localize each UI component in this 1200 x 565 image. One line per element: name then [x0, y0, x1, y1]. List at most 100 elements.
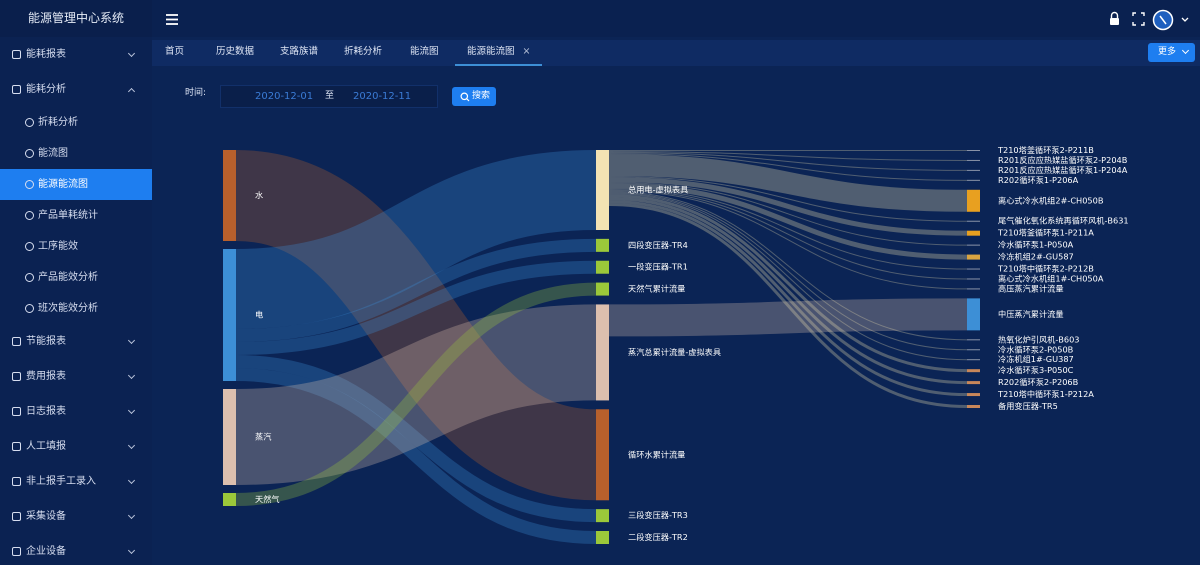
sankey-link: [608, 197, 968, 385]
menu-item[interactable]: 企业设备: [0, 534, 152, 565]
sankey-link: [608, 203, 968, 408]
tab[interactable]: 能流图: [410, 40, 439, 66]
sankey-node-label: 天然气: [255, 494, 280, 504]
submenu-item[interactable]: 折耗分析: [0, 107, 152, 138]
sankey-node-label: T210塔中循环泵2-P212B: [997, 264, 1094, 274]
menu-icon: [25, 273, 34, 282]
top-icons: [166, 9, 1189, 31]
menu-label: 日志报表: [26, 406, 66, 417]
sankey-node: [967, 405, 980, 408]
sankey-node-label: 水: [255, 190, 263, 200]
sankey-node-label: 天然气累计流量: [628, 284, 685, 294]
tab-label: 折耗分析: [344, 46, 383, 57]
menu-icon: [12, 407, 21, 416]
tab-label: 历史数据: [216, 46, 255, 57]
avatar-chevron[interactable]: [1181, 17, 1189, 22]
submenu-item[interactable]: 工序能效: [0, 231, 152, 262]
submenu-label: 工序能效: [38, 241, 78, 252]
sankey-link: [608, 189, 968, 280]
menu-chevron: [127, 87, 136, 96]
sankey-node-label: 热氧化炉引风机-B603: [998, 334, 1080, 344]
more-button[interactable]: 更多: [1148, 43, 1195, 62]
sankey-node: [967, 359, 980, 361]
avatar[interactable]: [1152, 9, 1174, 31]
sankey-node-label: R202循环泵2-P206B: [998, 377, 1079, 387]
menu-icon: [12, 85, 21, 94]
sankey-link: [235, 282, 597, 506]
menu-item[interactable]: 非上报手工录入: [0, 464, 152, 499]
sankey-link: [608, 188, 968, 270]
tab[interactable]: 折耗分析: [344, 40, 382, 66]
sankey-node: [596, 409, 609, 501]
tab-label: 能源能流图: [467, 46, 515, 57]
sankey-node: [967, 393, 980, 397]
sankey-node: [967, 244, 980, 246]
submenu-label: 产品单耗统计: [38, 210, 98, 221]
sankey-node-label: 循环水累计流量: [628, 449, 685, 459]
sankey-node-label: R201反应应热媒盐循环泵2-P204B: [998, 155, 1128, 165]
menu-icon: [25, 118, 34, 127]
fullscreen-icon[interactable]: [1132, 12, 1145, 26]
submenu-item[interactable]: 班次能效分析: [0, 293, 152, 324]
tab[interactable]: 首页: [165, 40, 184, 66]
menu-item[interactable]: 采集设备: [0, 499, 152, 534]
start-date[interactable]: 2020-12-01: [255, 91, 314, 102]
menu-chevron: [127, 49, 136, 58]
menu-icon: [12, 547, 21, 556]
menu-item[interactable]: 人工填报: [0, 429, 152, 464]
sankey-link: [235, 150, 597, 329]
lock-icon[interactable]: [1110, 11, 1119, 25]
sankey-link: [608, 192, 968, 351]
submenu-item[interactable]: 能源能流图: [0, 169, 152, 200]
more-label: 更多: [1158, 47, 1177, 57]
sankey-node: [596, 238, 609, 252]
end-date[interactable]: 2020-12-11: [353, 91, 412, 102]
sankey-node-label: 二段变压器-TR2: [628, 532, 688, 542]
menu-item[interactable]: 能耗报表: [0, 37, 152, 72]
submenu-item[interactable]: 能流图: [0, 138, 152, 169]
menu-item[interactable]: 日志报表: [0, 394, 152, 429]
menu-label: 非上报手工录入: [26, 476, 96, 487]
menu-icon: [25, 242, 34, 251]
hamburger[interactable]: [166, 14, 178, 25]
sankey-node: [223, 389, 236, 485]
sankey-link: [608, 200, 968, 397]
sankey-node: [596, 282, 609, 296]
menu-chevron: [127, 441, 136, 450]
sankey-node: [967, 278, 980, 280]
sankey-link: [235, 355, 597, 523]
submenu-item[interactable]: 产品单耗统计: [0, 200, 152, 231]
tab-label: 支路族谱: [280, 46, 319, 57]
menu-chevron: [127, 511, 136, 520]
sankey-link: [608, 151, 968, 161]
sankey-node: [596, 531, 609, 544]
search-label: 搜索: [472, 91, 491, 101]
sankey-node-label: 冷水循环泵1-P050A: [998, 240, 1074, 250]
sankey-node-label: 高压蒸汽累计流量: [998, 283, 1064, 293]
menu-icon: [12, 372, 21, 381]
tab[interactable]: 能源能流图 ×: [455, 40, 543, 66]
sankey-node-label: R201反应应热媒盐循环泵1-P204A: [998, 165, 1128, 175]
menu-chevron: [127, 371, 136, 380]
menu-chevron: [127, 546, 136, 555]
submenu-label: 折耗分析: [38, 117, 78, 128]
tab-close[interactable]: ×: [522, 46, 531, 57]
tab[interactable]: 支路族谱: [280, 40, 318, 66]
submenu-item[interactable]: 产品能效分析: [0, 262, 152, 293]
sankey-link: [608, 177, 968, 236]
sankey-node-label: 尾气催化氧化系统再循环风机-B631: [998, 216, 1129, 226]
date-range[interactable]: 2020-12-01 至 2020-12-11: [220, 85, 438, 108]
sankey-node-label: 离心式冷水机组2#-CH050B: [998, 195, 1104, 205]
menu: 能耗报表 能耗分析折耗分析能流图能源能流图产品单耗统计 工序能效产品能效分析 班次能效…: [0, 37, 152, 565]
submenu-label: 能流图: [38, 148, 68, 159]
menu-item[interactable]: 费用报表: [0, 359, 152, 394]
sankey-node: [967, 179, 980, 181]
menu-label: 人工填报: [26, 441, 66, 452]
range-separator: 至: [325, 91, 335, 101]
tab[interactable]: 历史数据: [216, 40, 254, 66]
sankey-node: [223, 249, 236, 381]
menu-item[interactable]: 节能报表: [0, 324, 152, 359]
search-button[interactable]: 搜索: [452, 87, 496, 106]
menu-item[interactable]: 能耗分析: [0, 72, 152, 107]
sankey-node: [967, 339, 980, 341]
